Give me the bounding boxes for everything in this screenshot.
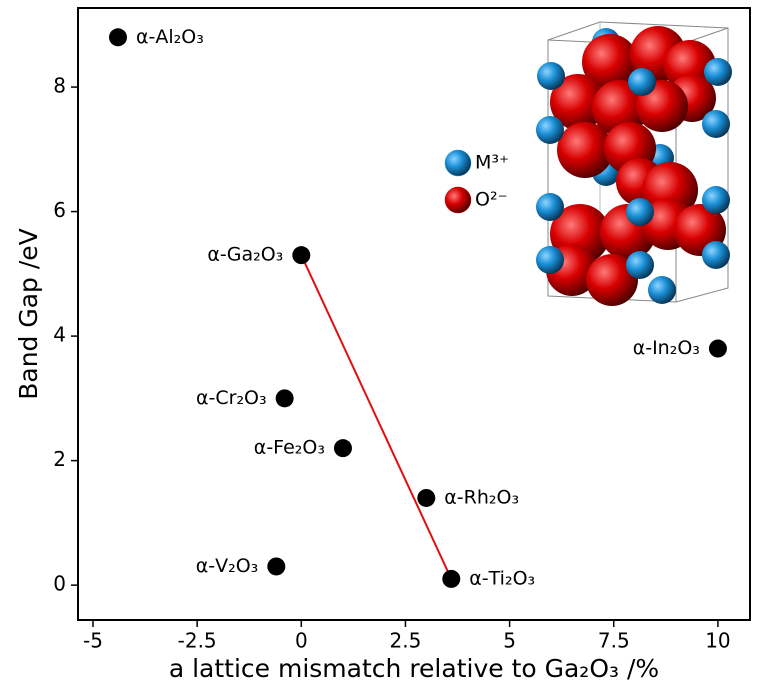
point-label: α-V₂O₃: [196, 555, 259, 577]
x-tick-label: 5: [503, 629, 516, 653]
legend-label: M³⁺: [475, 152, 509, 174]
x-axis-label: a lattice mismatch relative to Ga₂O₃ /%: [169, 654, 659, 683]
x-tick-label: 0: [295, 629, 308, 653]
y-axis-label: Band Gap /eV: [14, 228, 43, 400]
point: [417, 488, 436, 507]
point: [267, 557, 286, 576]
y-tick-label: 0: [53, 572, 66, 596]
y-tick-label: 6: [53, 198, 66, 222]
x-tick-label: -5: [83, 629, 103, 653]
point: [275, 389, 294, 408]
legend-swatch: [444, 149, 472, 177]
y-tick-label: 4: [53, 323, 66, 347]
point: [108, 28, 127, 47]
point-label: α-Rh₂O₃: [444, 486, 519, 508]
point-label: α-In₂O₃: [633, 337, 700, 359]
plot-frame: [77, 7, 751, 621]
legend-label: O²⁻: [475, 189, 508, 211]
point: [333, 439, 352, 458]
point-label: α-Ti₂O₃: [469, 567, 535, 589]
crystal-atoms: [536, 26, 732, 306]
point-label: α-Al₂O₃: [136, 26, 204, 48]
point: [442, 569, 461, 588]
point-label: α-Ga₂O₃: [207, 244, 283, 266]
x-tick-label: 7.5: [598, 629, 630, 653]
point: [292, 246, 311, 265]
x-tick-label: 10: [705, 629, 730, 653]
x-tick-label: 2.5: [390, 629, 422, 653]
y-tick-label: 2: [53, 447, 66, 471]
point-label: α-Cr₂O₃: [196, 387, 267, 409]
legend-swatch: [444, 186, 472, 214]
y-tick-label: 8: [53, 74, 66, 98]
trend-line: [300, 254, 453, 580]
point: [708, 339, 727, 358]
point-label: α-Fe₂O₃: [254, 437, 325, 459]
x-tick-label: -2.5: [178, 629, 217, 653]
